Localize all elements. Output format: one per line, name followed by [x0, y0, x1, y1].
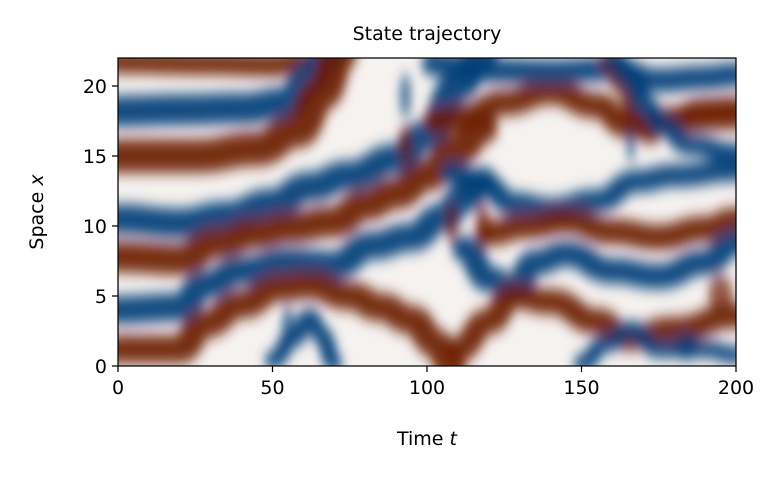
high-value-band [476, 207, 736, 250]
x-tick-label: 100 [409, 377, 445, 399]
high-value-blob [398, 125, 413, 165]
x-tick-label: 50 [260, 377, 284, 399]
y-tick-label: 0 [95, 356, 107, 378]
y-axis: 0 5 10 15 20 [83, 76, 118, 378]
high-value-blob [708, 275, 733, 312]
plot-area [118, 58, 736, 366]
low-value-blob [674, 332, 699, 361]
high-value-band [118, 58, 357, 173]
y-axis-label: Space x [26, 174, 48, 250]
x-tick-label: 200 [718, 377, 754, 399]
y-tick-label: 20 [83, 76, 107, 98]
high-value-band [118, 112, 499, 275]
x-axis-label: Time t [396, 428, 459, 450]
low-value-blob [399, 73, 411, 119]
high-value-band [118, 270, 466, 366]
low-value-band [573, 321, 736, 366]
y-tick-label: 15 [83, 146, 107, 168]
high-value-band [445, 283, 736, 362]
y-tick-label: 5 [95, 286, 107, 308]
high-value-blob [475, 203, 491, 249]
chart-title: State trajectory [353, 23, 502, 45]
low-value-blob [626, 128, 636, 162]
low-value-band [118, 58, 344, 127]
x-tick-label: 150 [563, 377, 599, 399]
high-value-band [118, 58, 315, 77]
high-value-blob [445, 203, 458, 243]
y-tick-label: 10 [83, 216, 107, 238]
low-value-blob [281, 305, 295, 348]
x-axis: 0 50 100 150 200 [112, 366, 754, 399]
low-value-band [451, 230, 736, 301]
low-value-band [602, 58, 736, 163]
low-value-band [440, 158, 736, 221]
x-tick-label: 0 [112, 377, 124, 399]
